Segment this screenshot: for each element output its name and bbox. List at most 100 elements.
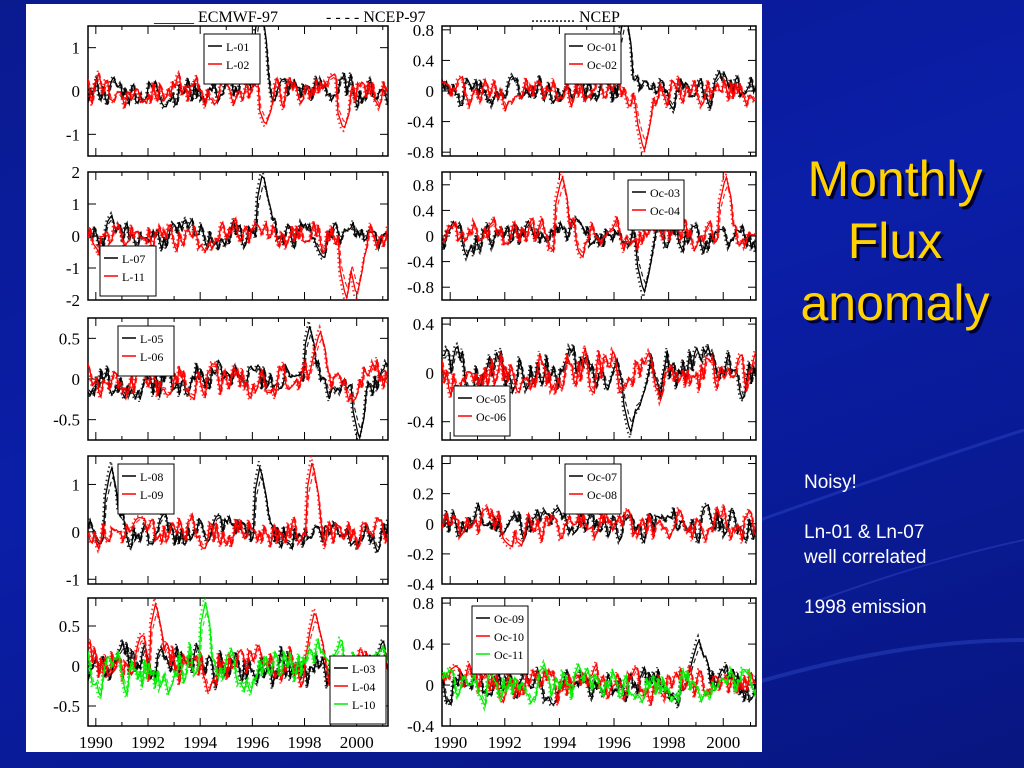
series-line-ecmwf (442, 174, 756, 259)
legend-label: Oc-07 (587, 470, 617, 484)
background-swoosh (819, 539, 1024, 601)
series-line-ecmwf (442, 505, 756, 548)
multi-panel-chart: _____ ECMWF-97 - - - - NCEP-97...........… (53, 9, 757, 752)
y-tick-label: 0 (72, 657, 81, 676)
chart-panel: 0.4 0 -0.4 Oc-05 Oc-06 (407, 315, 757, 441)
legend-label: L-02 (226, 58, 249, 72)
y-tick-label: 0.5 (59, 617, 80, 636)
y-tick-label: -0.8 (407, 278, 434, 297)
legend-label: L-11 (122, 270, 145, 284)
y-tick-label: -0.2 (407, 545, 434, 564)
note-line (804, 495, 1014, 520)
series-line-ecmwf (442, 26, 756, 112)
panel-frame (87, 455, 389, 585)
y-tick-label: -0.4 (407, 113, 434, 132)
series-line-ncep97 (442, 645, 756, 704)
series-line-ncep (442, 657, 756, 708)
y-tick-label: 0.8 (413, 594, 434, 613)
y-tick-label: -0.4 (407, 253, 434, 272)
note-line: Noisy! (804, 472, 857, 493)
y-tick-label: 0 (72, 227, 81, 246)
chart-panel: 0.8 0.4 0 -0.4 -0.8 Oc-03 Oc-04 (407, 171, 757, 301)
x-tick-label: 2000 (706, 733, 740, 752)
y-tick-label: 0.4 (413, 635, 435, 654)
legend-label: Oc-09 (494, 612, 524, 626)
chart-panel: 0.4 0.2 0 -0.2 -0.4 Oc-07 Oc-08 (407, 455, 757, 594)
y-tick-label: -1 (66, 125, 80, 144)
y-tick-label: 0.4 (413, 315, 435, 334)
slide-notes: Noisy! Ln-01 & Ln-07 well correlated 199… (804, 470, 1014, 620)
legend-label: L-08 (140, 470, 163, 484)
legend-label: L-10 (352, 698, 375, 712)
y-tick-label: 0 (72, 370, 81, 389)
legend-label: L-04 (352, 680, 375, 694)
header-legend-entry: - - - - NCEP-97 (326, 9, 426, 26)
series-line-ncep (442, 658, 756, 712)
legend-box (564, 463, 622, 515)
header-legend-entry: _____ ECMWF-97 (153, 9, 278, 26)
chart-panel: 0.8 0.4 0 -0.4 Oc-09 Oc-10 Oc-11 1990 1992 1994 19… (407, 594, 757, 752)
legend-box (627, 179, 685, 231)
legend-box (99, 245, 157, 297)
y-tick-label: -0.4 (407, 717, 434, 736)
series-line-ncep97 (88, 611, 388, 689)
y-tick-label: -2 (66, 291, 80, 310)
series-line-ecmwf (88, 175, 388, 258)
series-line-ncep (442, 172, 756, 262)
legend-label: L-03 (352, 662, 375, 676)
series-line-ncep (88, 598, 388, 703)
series-line-ncep97 (88, 184, 388, 255)
chart-panel: 0.5 0 -0.5 L-05 L-06 (53, 317, 389, 441)
y-tick-label: 0 (72, 82, 81, 101)
panel-plot-area (88, 26, 388, 133)
legend-label: L-09 (140, 488, 163, 502)
x-tick-label: 1990 (79, 733, 113, 752)
series-line-ncep97 (443, 184, 756, 255)
y-tick-label: 1 (72, 195, 81, 214)
title-line: anomaly (800, 275, 990, 331)
x-tick-label: 1994 (542, 733, 577, 752)
x-tick-label: 1996 (235, 733, 269, 752)
panel-plot-area (442, 501, 756, 551)
note-line: 1998 emission (804, 597, 927, 619)
legend-label: Oc-04 (650, 204, 680, 218)
y-tick-label: -0.5 (53, 411, 80, 430)
series-line-ncep (88, 65, 388, 133)
title-line: Flux (847, 213, 943, 269)
y-tick-label: -0.5 (53, 697, 80, 716)
series-line-ncep (442, 339, 756, 440)
y-tick-label: 0 (72, 523, 81, 542)
series-line-ncep97 (442, 665, 756, 705)
y-tick-label: -0.8 (407, 143, 434, 162)
chart-panel: 0.5 0 -0.5 L-03 L-04 L-10 1990 1992 1994 1996 1998… (53, 597, 389, 752)
x-tick-label: 1992 (131, 733, 165, 752)
series-line-ncep97 (88, 611, 388, 694)
legend-label: Oc-10 (494, 630, 524, 644)
chart-panel: 2 1 0 -1 -2 L-07 L-11 (66, 163, 389, 310)
x-tick-label: 1990 (433, 733, 467, 752)
series-line-ecmwf (88, 462, 388, 552)
y-tick-label: 0 (426, 82, 435, 101)
series-line-ncep97 (88, 219, 388, 291)
x-tick-label: 1994 (183, 733, 218, 752)
legend-label: Oc-11 (494, 648, 524, 662)
legend-label: Oc-06 (476, 410, 506, 424)
header-legend-entry: ........... NCEP (531, 9, 620, 26)
legend-label: Oc-05 (476, 392, 506, 406)
legend-label: Oc-02 (587, 58, 617, 72)
y-tick-label: 0.8 (413, 176, 434, 195)
y-tick-label: 0.4 (413, 455, 435, 474)
y-tick-label: -0.4 (407, 575, 434, 594)
y-tick-label: -0.4 (407, 413, 434, 432)
y-tick-label: 0.4 (413, 201, 435, 220)
note-line (804, 570, 1014, 595)
series-line-ncep (88, 320, 388, 440)
series-line-ncep97 (88, 643, 388, 689)
series-line-ecmwf (442, 217, 756, 294)
x-tick-label: 1998 (652, 733, 686, 752)
series-line-ncep97 (442, 26, 756, 109)
chart-figure: _____ ECMWF-97 - - - - NCEP-97...........… (26, 4, 762, 752)
chart-panel: 1 0 -1 L-08 L-09 (66, 455, 389, 589)
legend-label: Oc-08 (587, 488, 617, 502)
series-line-ncep97 (442, 505, 756, 542)
